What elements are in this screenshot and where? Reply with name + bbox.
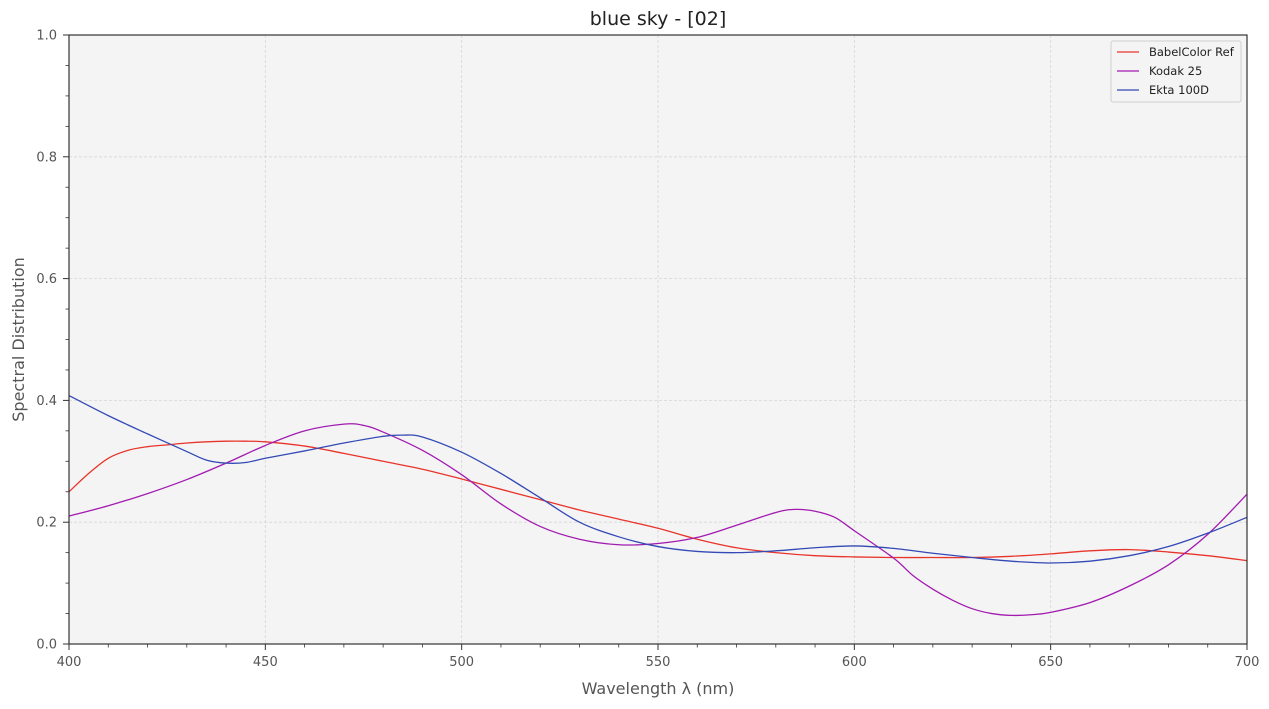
x-tick-label: 650 xyxy=(1038,655,1063,670)
y-tick-label: 0.0 xyxy=(36,638,57,653)
series-line-0 xyxy=(68,440,1248,562)
x-tick-label: 700 xyxy=(1235,655,1260,670)
legend-label-0: BabelColor Ref xyxy=(1149,45,1235,59)
x-tick-label: 500 xyxy=(449,655,474,670)
y-tick-label: 0.8 xyxy=(36,150,57,165)
legend: BabelColor Ref Kodak 25 Ekta 100D xyxy=(1110,40,1242,103)
series-group xyxy=(68,394,1248,617)
x-tick-label: 550 xyxy=(646,655,671,670)
axis-ticks: 400 450 500 550 600 650 700 0.0 0.2 0.4 0.6 0.8 1.0 xyxy=(36,29,1259,671)
y-tick-label: 0.4 xyxy=(36,394,57,409)
x-tick-label: 450 xyxy=(253,655,278,670)
x-tick-label: 400 xyxy=(57,655,82,670)
x-tick-label: 600 xyxy=(842,655,867,670)
legend-label-2: Ekta 100D xyxy=(1149,83,1209,97)
x-axis-label: Wavelength λ (nm) xyxy=(582,679,735,698)
series-line-2 xyxy=(68,394,1248,564)
y-tick-label: 0.2 xyxy=(36,516,57,531)
y-tick-label: 1.0 xyxy=(36,29,57,44)
legend-box xyxy=(1110,40,1242,103)
series-line-1 xyxy=(68,423,1248,617)
chart-title: blue sky - [02] xyxy=(590,8,727,30)
legend-label-1: Kodak 25 xyxy=(1149,64,1202,78)
y-axis-label: Spectral Distribution xyxy=(9,257,28,421)
y-tick-label: 0.6 xyxy=(36,272,57,287)
